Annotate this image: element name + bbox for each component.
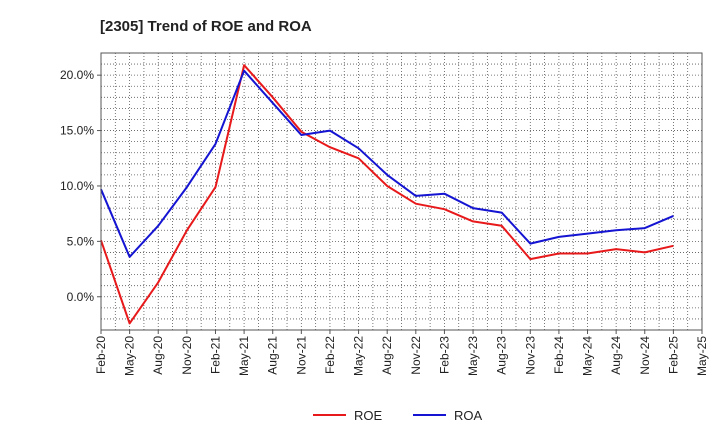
x-tick-label: Nov-23 [523,336,537,375]
x-tick-label: Aug-22 [380,336,394,375]
grid-lines [101,52,702,331]
legend-label-roe: ROE [354,408,383,423]
x-tick-label: Feb-21 [208,336,222,374]
x-tick-label: Aug-21 [266,336,280,375]
series-line-roe [100,64,674,325]
x-tick-label: Feb-23 [437,336,451,374]
x-tick-label: Aug-23 [495,336,509,375]
y-tick-label: 15.0% [60,124,94,138]
x-axis: Feb-20 May-20 Aug-20 Nov-20 Feb-21 May-21 Aug-… [94,330,709,376]
x-tick-label: Feb-22 [323,336,337,374]
x-tick-label: Nov-22 [409,336,423,375]
y-tick-label: 5.0% [67,234,95,248]
x-tick-label: Nov-24 [638,336,652,375]
x-tick-label: May-22 [352,336,366,376]
legend-label-roa: ROA [454,408,483,423]
chart-title: [2305] Trend of ROE and ROA [100,18,312,35]
plot-area-frame [100,52,703,331]
legend: ROE ROA [313,408,483,423]
x-tick-label: Feb-20 [94,336,108,374]
x-tick-label: May-24 [581,336,595,376]
x-tick-label: May-20 [123,336,137,376]
x-tick-label: Feb-24 [552,336,566,374]
x-tick-label: Nov-20 [180,336,194,375]
x-tick-label: Feb-25 [666,336,680,374]
x-tick-label: May-23 [466,336,480,376]
y-tick-label: 20.0% [60,68,94,82]
series-lines [100,64,674,325]
x-tick-label: May-25 [695,336,709,376]
y-tick-label: 10.0% [60,179,94,193]
x-tick-label: Aug-24 [609,336,623,375]
x-tick-label: Nov-21 [294,336,308,375]
y-axis: 0.0% 5.0% 10.0% 15.0% 20.0% [60,68,101,304]
series-line-roa [100,69,674,258]
y-tick-label: 0.0% [67,290,95,304]
x-tick-label: May-21 [237,336,251,376]
x-tick-label: Aug-20 [151,336,165,375]
